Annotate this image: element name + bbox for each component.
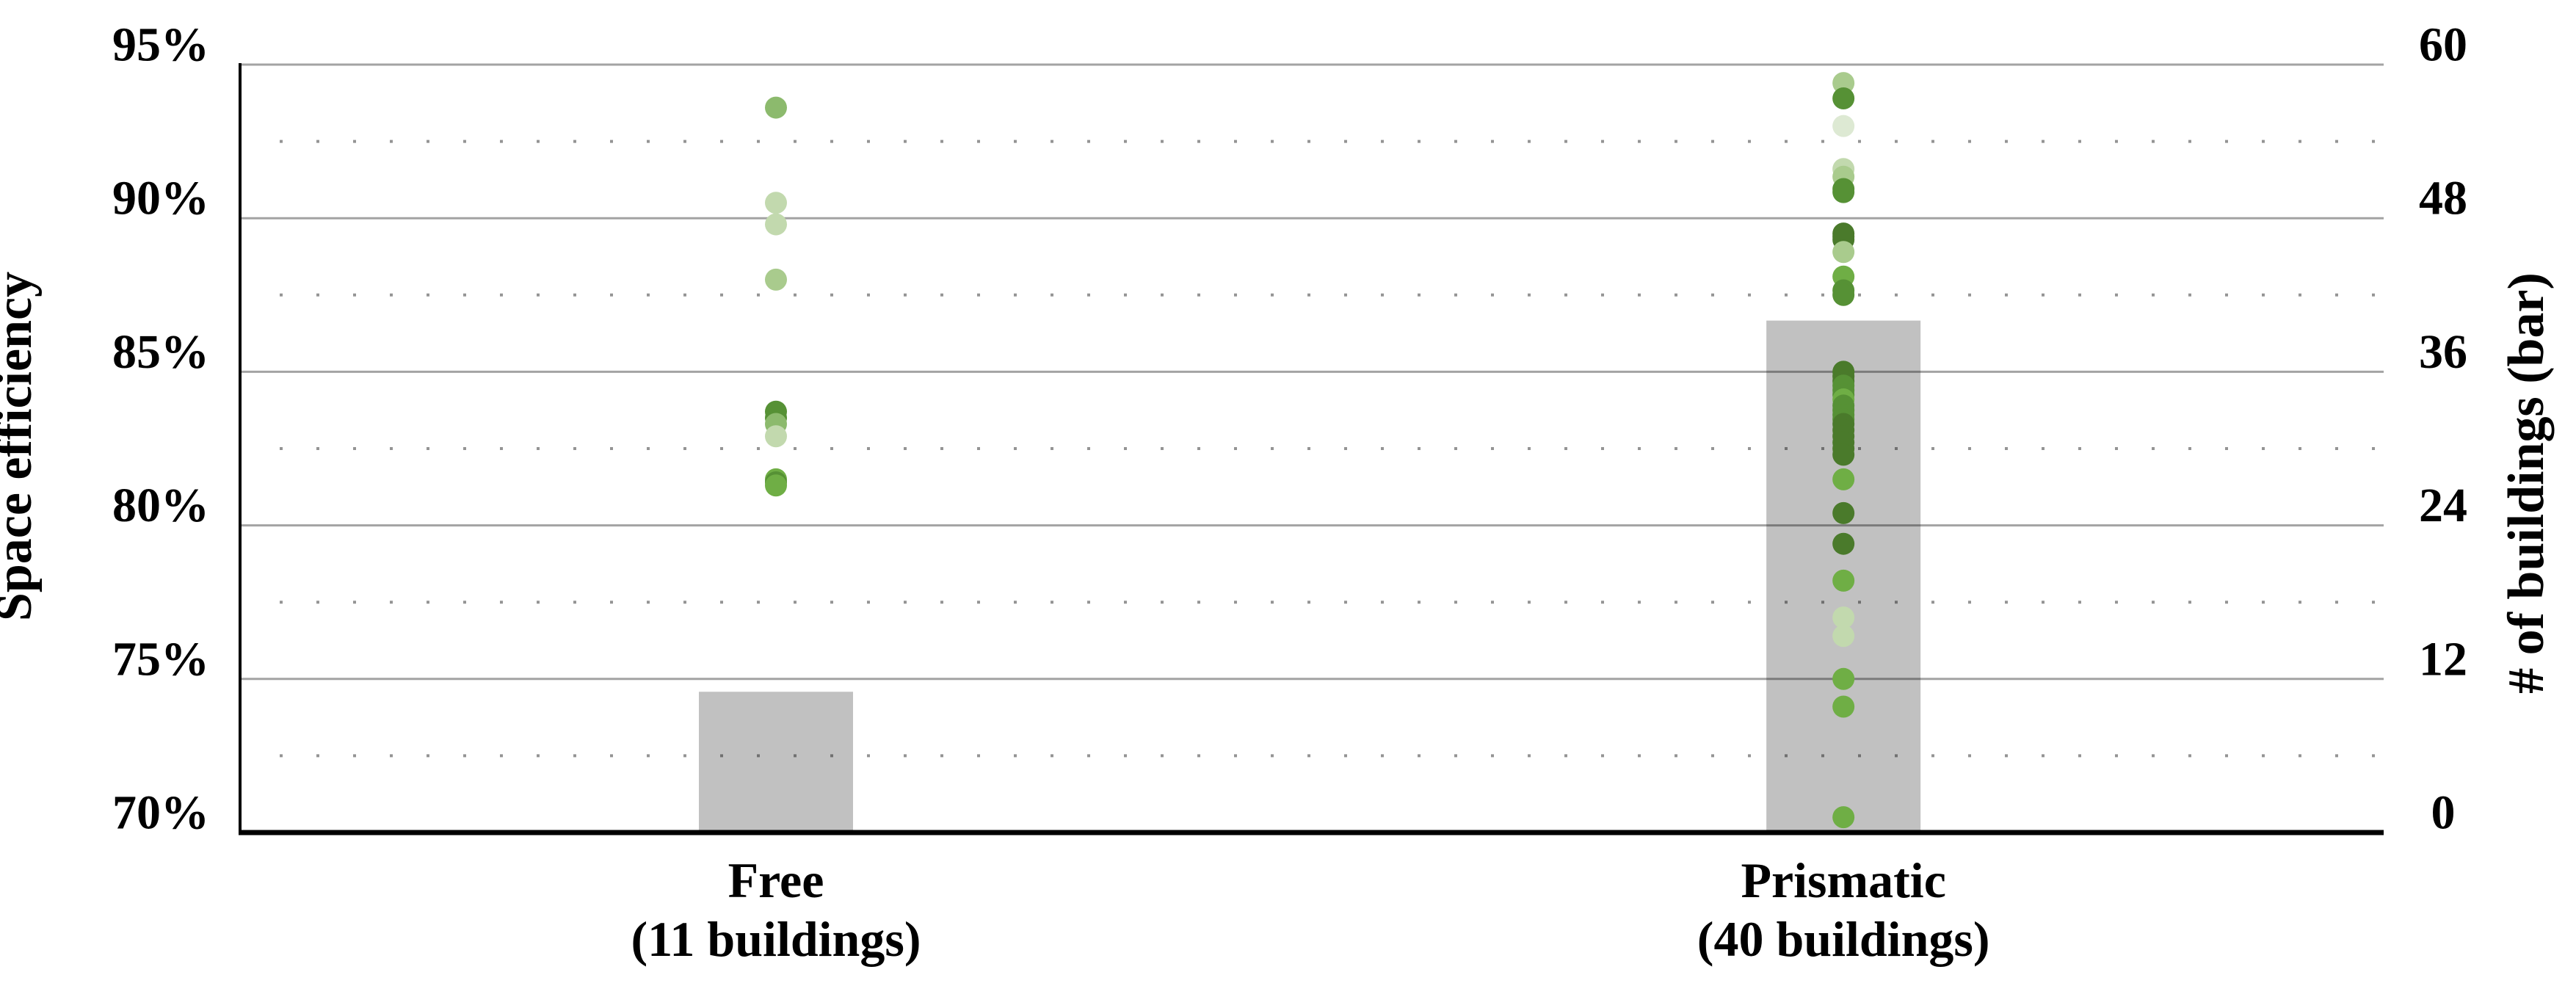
gridlines xyxy=(240,63,2384,758)
left-tick-label-90: 90% xyxy=(112,172,209,225)
scatter-dot-free xyxy=(765,268,787,291)
right-tick-label-12: 12 xyxy=(2419,632,2467,686)
right-tick-label-24: 24 xyxy=(2419,479,2467,532)
right-tick-label-48: 48 xyxy=(2419,172,2467,225)
scatter-dot-prismatic xyxy=(1832,283,1855,306)
scatter-dot-free xyxy=(765,96,787,119)
left-tick-label-75: 75% xyxy=(112,632,209,686)
right-tick-label-0: 0 xyxy=(2431,786,2456,840)
scatter-dot-free xyxy=(765,192,787,214)
scatter-dot-prismatic xyxy=(1832,532,1855,555)
scatter-dot-prismatic xyxy=(1832,695,1855,718)
right-axis-tick-labels: 60 48 36 24 12 0 xyxy=(2419,18,2467,840)
scatter-dot-prismatic xyxy=(1832,667,1855,690)
scatter-dot-prismatic xyxy=(1832,181,1855,203)
category-label-prismatic: Prismatic xyxy=(1741,852,1945,908)
scatter-dot-prismatic xyxy=(1832,501,1855,524)
category-sublabel-prismatic: (40 buildings) xyxy=(1697,911,1990,967)
scatter-dot-prismatic xyxy=(1832,569,1855,592)
axes xyxy=(239,63,2384,835)
scatter-dot-prismatic xyxy=(1832,468,1855,490)
bar-free xyxy=(699,692,853,833)
right-tick-label-36: 36 xyxy=(2419,325,2467,379)
left-tick-label-85: 85% xyxy=(112,325,209,379)
scatter-dot-free xyxy=(765,474,787,497)
scatter-dot-prismatic xyxy=(1832,625,1855,648)
right-tick-label-60: 60 xyxy=(2419,18,2467,72)
scatter-dot-prismatic xyxy=(1832,241,1855,264)
scatter-dot-prismatic xyxy=(1832,87,1855,110)
scatter-dot-prismatic xyxy=(1832,115,1855,137)
left-axis-title: Space efficiency xyxy=(0,272,43,621)
scatter-dot-prismatic xyxy=(1832,72,1855,95)
scatter-dot-prismatic xyxy=(1832,443,1855,466)
right-axis-title: # of buildings (bar) xyxy=(2498,272,2555,694)
category-labels: Free(11 buildings) Prismatic(40 buildings… xyxy=(631,852,1990,967)
scatter-dot-prismatic xyxy=(1832,606,1855,629)
left-tick-label-80: 80% xyxy=(112,479,209,532)
scatter-dot-free xyxy=(765,213,787,236)
category-sublabel-free: (11 buildings) xyxy=(631,911,921,967)
scatter-dot-free xyxy=(765,425,787,448)
scatter-dot-prismatic xyxy=(1832,806,1855,829)
left-tick-label-70: 70% xyxy=(112,786,209,840)
category-label-free: Free xyxy=(728,852,824,908)
left-axis-tick-labels: 95% 90% 85% 80% 75% 70% xyxy=(112,18,209,840)
scatter-series xyxy=(765,72,1855,829)
left-tick-label-95: 95% xyxy=(112,18,209,72)
